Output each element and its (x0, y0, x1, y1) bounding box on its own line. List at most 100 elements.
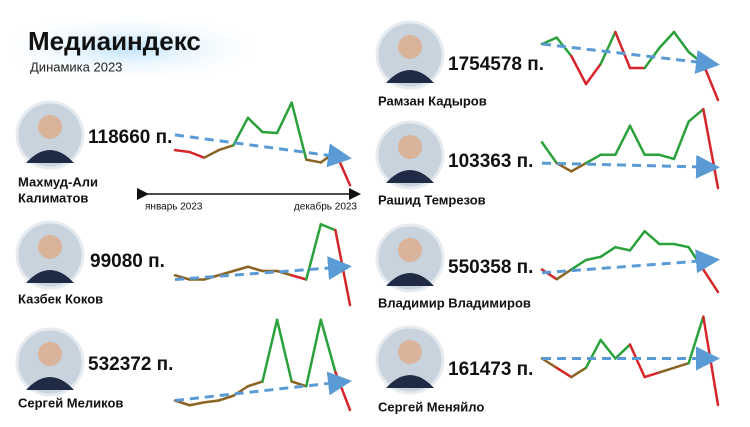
trend-segment (658, 366, 676, 374)
score: 103363 п. (448, 151, 533, 172)
trend-segment (599, 30, 617, 66)
trend-segment (290, 274, 308, 281)
trend-segment (246, 265, 264, 273)
photo-body (386, 70, 434, 83)
trend-line (174, 371, 352, 402)
trend-segment (658, 30, 676, 50)
trend-segment (702, 62, 720, 102)
trend-segment (672, 242, 690, 249)
trend-segment (555, 268, 573, 281)
trend-segment (540, 141, 558, 165)
trend-segment (188, 401, 206, 407)
trend-segment (319, 318, 337, 374)
trend-segment (672, 30, 690, 54)
trend-segment (570, 54, 588, 86)
trend-segment (290, 101, 308, 161)
trend-segment (305, 223, 323, 281)
person-name: Владимир Владимиров (378, 295, 531, 310)
person-name: Сергей Меликов (18, 395, 123, 410)
photo-head (38, 235, 62, 259)
photo-head (398, 340, 422, 364)
photo-head (398, 135, 422, 159)
score: 1754578 п. (448, 54, 544, 75)
trend-segment (232, 265, 250, 273)
photo-head (398, 35, 422, 59)
trend-segment (305, 158, 323, 164)
trend-segment (555, 366, 573, 379)
trend-segment (584, 62, 602, 86)
photo-body (26, 270, 74, 283)
trend-segment (570, 366, 588, 379)
trend-segment (305, 318, 323, 388)
trend-segment (658, 153, 676, 161)
trend-segment (261, 130, 279, 135)
trend-segment (202, 148, 220, 159)
trend-segment (290, 380, 308, 388)
title: Медиаиндекс (28, 26, 201, 56)
photo-body (386, 273, 434, 286)
photo-head (38, 342, 62, 366)
photo-body (26, 150, 74, 163)
person-name: Сергей Меняйло (378, 399, 484, 414)
photo-head (38, 115, 62, 139)
trend-segment (614, 245, 632, 252)
trend-line (541, 249, 720, 275)
trend-segment (334, 370, 352, 412)
trend-segment (540, 357, 558, 370)
trend-segment (702, 315, 720, 407)
trend-segment (628, 124, 646, 157)
score: 118660 п. (88, 127, 172, 148)
trend-segment (202, 399, 220, 404)
trend-segment (173, 148, 191, 154)
trend-segment (687, 245, 705, 271)
subtitle: Динамика 2023 (30, 59, 122, 74)
photo-body (386, 375, 434, 388)
trend-segment (232, 116, 250, 147)
trend-line (174, 133, 352, 168)
trend-segment (614, 343, 632, 360)
trend-segment (217, 394, 235, 402)
trend-segment (275, 318, 293, 383)
trend-segment (687, 107, 705, 123)
trend-segment (261, 318, 279, 383)
photo-body (26, 377, 74, 390)
trend-segment (702, 268, 720, 294)
title-glow (10, 18, 250, 78)
trend-segment (319, 150, 337, 164)
trend-segment (584, 255, 602, 262)
person-name: Калиматов (18, 190, 88, 205)
trend-segment (614, 124, 632, 157)
person-name: Рамзан Кадыров (378, 93, 487, 108)
trend-segment (173, 274, 191, 281)
trend-segment (217, 144, 235, 152)
trend-line (541, 154, 720, 179)
trend-segment (599, 245, 617, 259)
trend-segment (672, 361, 690, 370)
trend-segment (319, 223, 337, 232)
trend-segment (672, 120, 690, 161)
trend-segment (217, 269, 235, 277)
trend-segment (643, 371, 661, 379)
axis-end: декабрь 2023 (294, 201, 358, 213)
trend-segment (570, 161, 588, 173)
score: 99080 п. (90, 251, 165, 272)
person-name: Махмуд-Али (18, 174, 98, 189)
score: 532372 п. (88, 354, 173, 375)
trend-segment (628, 343, 646, 379)
trend-segment (275, 269, 293, 277)
trend-line (174, 256, 352, 281)
score: 550358 п. (448, 257, 533, 278)
photo-body (386, 170, 434, 183)
trend-segment (584, 153, 602, 165)
trend-segment (702, 107, 720, 190)
person-name: Казбек Коков (18, 291, 103, 306)
trend-segment (584, 338, 602, 370)
person-name: Рашид Темрезов (378, 192, 486, 207)
trend-segment (643, 229, 661, 246)
photo-head (398, 238, 422, 262)
trend-segment (614, 30, 632, 70)
score: 161473 п. (448, 359, 533, 380)
trend-segment (628, 229, 646, 252)
trend-segment (188, 150, 206, 159)
